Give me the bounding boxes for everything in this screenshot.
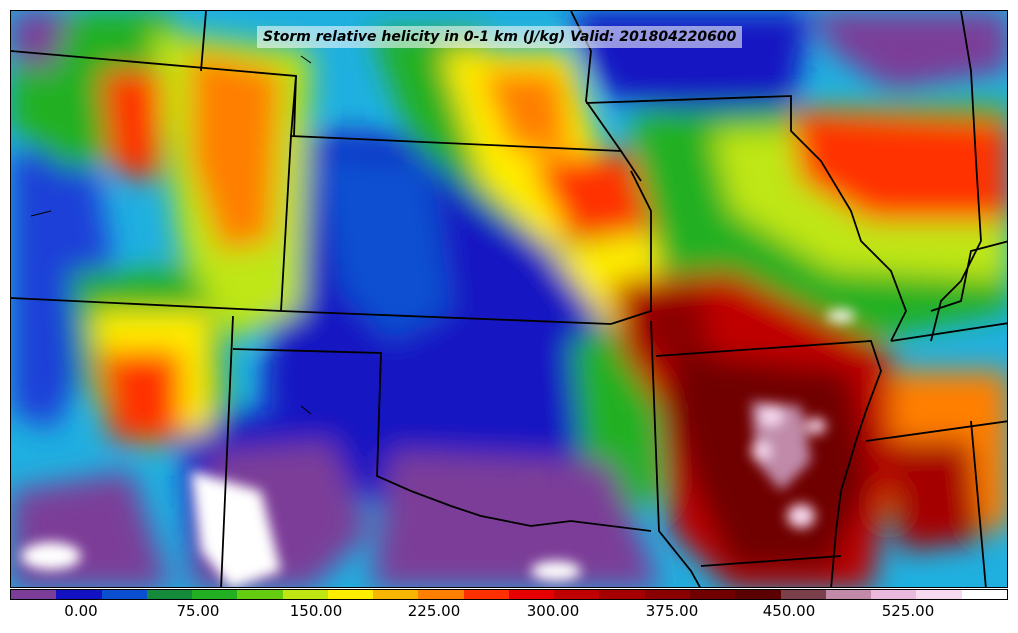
colorbar-segment [463, 590, 509, 599]
colorbar-segment [508, 590, 555, 599]
colorbar-tick-label: 150.00 [289, 602, 343, 620]
colorbar-ticks: 0.00 75.00 150.00 225.00 300.00 375.00 450.00 5… [10, 602, 1008, 626]
colorbar-segment [825, 590, 872, 599]
colorbar-segment [599, 590, 645, 599]
colorbar-segment [916, 590, 962, 599]
colorbar-segment [644, 590, 690, 599]
colorbar-tick-label: 75.00 [176, 602, 220, 620]
colorbar-tick-label: 525.00 [881, 602, 935, 620]
map-title: Storm relative helicity in 0-1 km (J/kg)… [257, 26, 743, 48]
colorbar-tick-label: 450.00 [762, 602, 816, 620]
colorbar-segment [780, 590, 826, 599]
helicity-map [11, 11, 1007, 587]
colorbar-segment [554, 590, 600, 599]
colorbar-segment [192, 590, 238, 599]
colorbar-tick-label: 225.00 [407, 602, 461, 620]
colorbar-tick-label: 375.00 [645, 602, 699, 620]
state-boundaries [11, 11, 1007, 587]
colorbar-segment [327, 590, 374, 599]
map-panel: Storm relative helicity in 0-1 km (J/kg)… [10, 10, 1008, 588]
colorbar-segment [871, 590, 917, 599]
colorbar-segment [11, 590, 57, 599]
colorbar-segment [146, 590, 193, 599]
water-lines [30, 55, 312, 415]
colorbar-segment [373, 590, 419, 599]
colorbar [10, 589, 1008, 600]
colorbar-segment [735, 590, 781, 599]
colorbar-tick-label: 300.00 [526, 602, 580, 620]
helicity-highlights [21, 310, 855, 587]
colorbar-tick-label: 0.00 [64, 602, 98, 620]
colorbar-segment [56, 590, 102, 599]
colorbar-segment [282, 590, 328, 599]
colorbar-segment [101, 590, 147, 599]
colorbar-segment [689, 590, 736, 599]
colorbar-segment [418, 590, 464, 599]
colorbar-segment [961, 590, 1007, 599]
colorbar-segment [237, 590, 283, 599]
